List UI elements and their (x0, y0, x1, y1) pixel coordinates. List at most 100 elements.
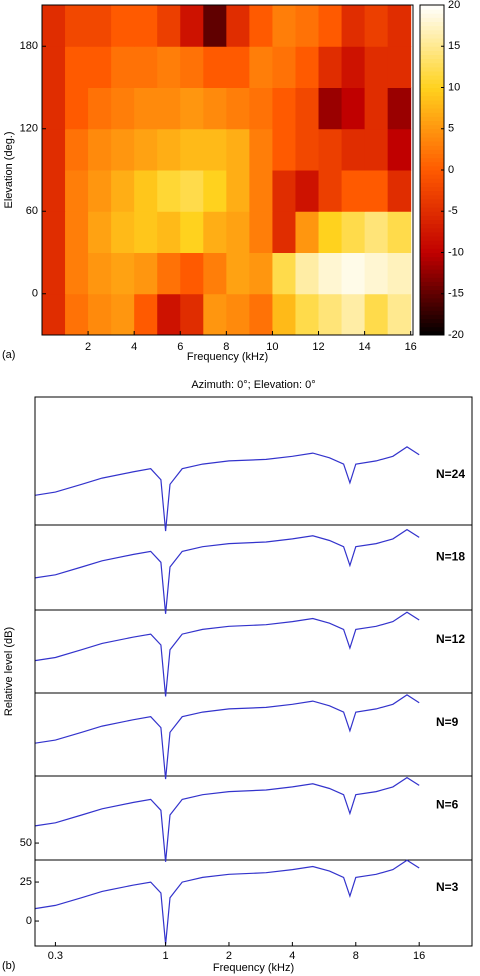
series-line (34, 446, 420, 532)
heat-cell (180, 211, 204, 253)
heat-cell (42, 252, 66, 295)
colorbar-step (420, 120, 444, 126)
colorbar-step (420, 13, 444, 18)
colorbar-step (420, 54, 444, 60)
heat-cell (134, 46, 158, 88)
y-axis-label: Relative level (dB) (3, 627, 15, 716)
series-line (34, 776, 420, 862)
heat-cell (203, 128, 227, 171)
heat-cell (387, 170, 412, 212)
colorbar-step (420, 326, 444, 332)
colorbar-step (420, 256, 444, 262)
colorbar-step (420, 128, 444, 134)
colorbar-step (420, 285, 444, 291)
y-tick-label: 50 (20, 837, 32, 849)
colorbar-step (420, 157, 444, 163)
y-tick-label: 25 (20, 876, 32, 888)
heat-cell (65, 252, 89, 295)
colorbar-step (420, 198, 444, 204)
heat-cell (295, 211, 320, 253)
colorbar-step (420, 318, 444, 324)
colorbar-step (420, 108, 444, 113)
colorbar-tick-label: -20 (448, 329, 464, 341)
heat-cell (134, 293, 158, 336)
colorbar-step (420, 322, 444, 328)
heat-cell (65, 46, 89, 88)
heat-cell (341, 170, 366, 212)
colorbar-step (420, 244, 444, 249)
colorbar-step (420, 104, 444, 109)
heat-cell (203, 211, 227, 253)
y-tick-label: 180 (20, 40, 38, 52)
heat-cell (318, 211, 343, 253)
colorbar-tick-label: 15 (448, 40, 460, 52)
heat-cell (180, 5, 204, 47)
heat-cell (111, 293, 135, 336)
heat-cell (226, 252, 250, 295)
heat-cell (318, 87, 343, 130)
heat-cell (318, 128, 343, 171)
x-tick-label: 10 (266, 341, 278, 353)
heat-cell (249, 87, 273, 130)
colorbar-step (420, 252, 444, 258)
heat-cell (134, 87, 158, 130)
heat-cell (387, 293, 412, 336)
heat-cell (157, 87, 181, 130)
heat-cell (249, 252, 273, 295)
colorbar-tick-label: -5 (448, 205, 458, 217)
colorbar-step (420, 227, 444, 233)
heat-cell (272, 128, 296, 171)
colorbar-step (420, 5, 444, 10)
x-tick-label: 2 (226, 950, 232, 962)
heat-cell (341, 87, 366, 130)
colorbar-step (420, 207, 444, 212)
colorbar-step (420, 194, 444, 200)
heat-cell (111, 46, 135, 88)
heat-cell (387, 252, 412, 295)
series-line (34, 694, 420, 780)
heat-cell (295, 293, 320, 336)
heat-cell (157, 211, 181, 253)
heat-cell (180, 87, 204, 130)
y-tick-label: 0 (26, 915, 32, 927)
heat-cell (341, 293, 366, 336)
colorbar-step (420, 21, 444, 27)
heat-cell (157, 128, 181, 171)
heat-cell (180, 252, 204, 295)
colorbar-step (420, 273, 444, 278)
colorbar-step (420, 17, 444, 22)
heat-cell (134, 252, 158, 295)
colorbar-step (420, 260, 444, 266)
x-tick-label: 14 (358, 341, 370, 353)
heat-cell (88, 87, 112, 130)
colorbar-step (420, 46, 444, 51)
colorbar-step (420, 42, 444, 47)
plot-frame (41, 4, 414, 336)
colorbar-step (420, 50, 444, 55)
colorbar-step (420, 310, 444, 315)
colorbar-step (420, 190, 444, 196)
colorbar-step (420, 71, 444, 76)
heat-cell (157, 293, 181, 336)
heat-cell (249, 170, 273, 212)
colorbar-step (420, 314, 444, 319)
colorbar-step (420, 62, 444, 68)
heat-cell (203, 46, 227, 88)
colorbar-step (420, 132, 444, 138)
heat-cell (226, 170, 250, 212)
colorbar-step (420, 182, 444, 187)
plot-frame (34, 396, 473, 947)
heat-cell (226, 293, 250, 336)
heat-cell (272, 252, 296, 295)
x-tick-label: 6 (177, 341, 183, 353)
series-label: N=18 (436, 550, 465, 564)
heat-cell (295, 87, 320, 130)
heat-cell (295, 128, 320, 171)
heat-cell (272, 170, 296, 212)
heat-cell (203, 293, 227, 336)
colorbar-step (420, 116, 444, 121)
x-tick-label: 0.3 (48, 950, 63, 962)
colorbar-step (420, 161, 444, 167)
heat-cell (65, 87, 89, 130)
